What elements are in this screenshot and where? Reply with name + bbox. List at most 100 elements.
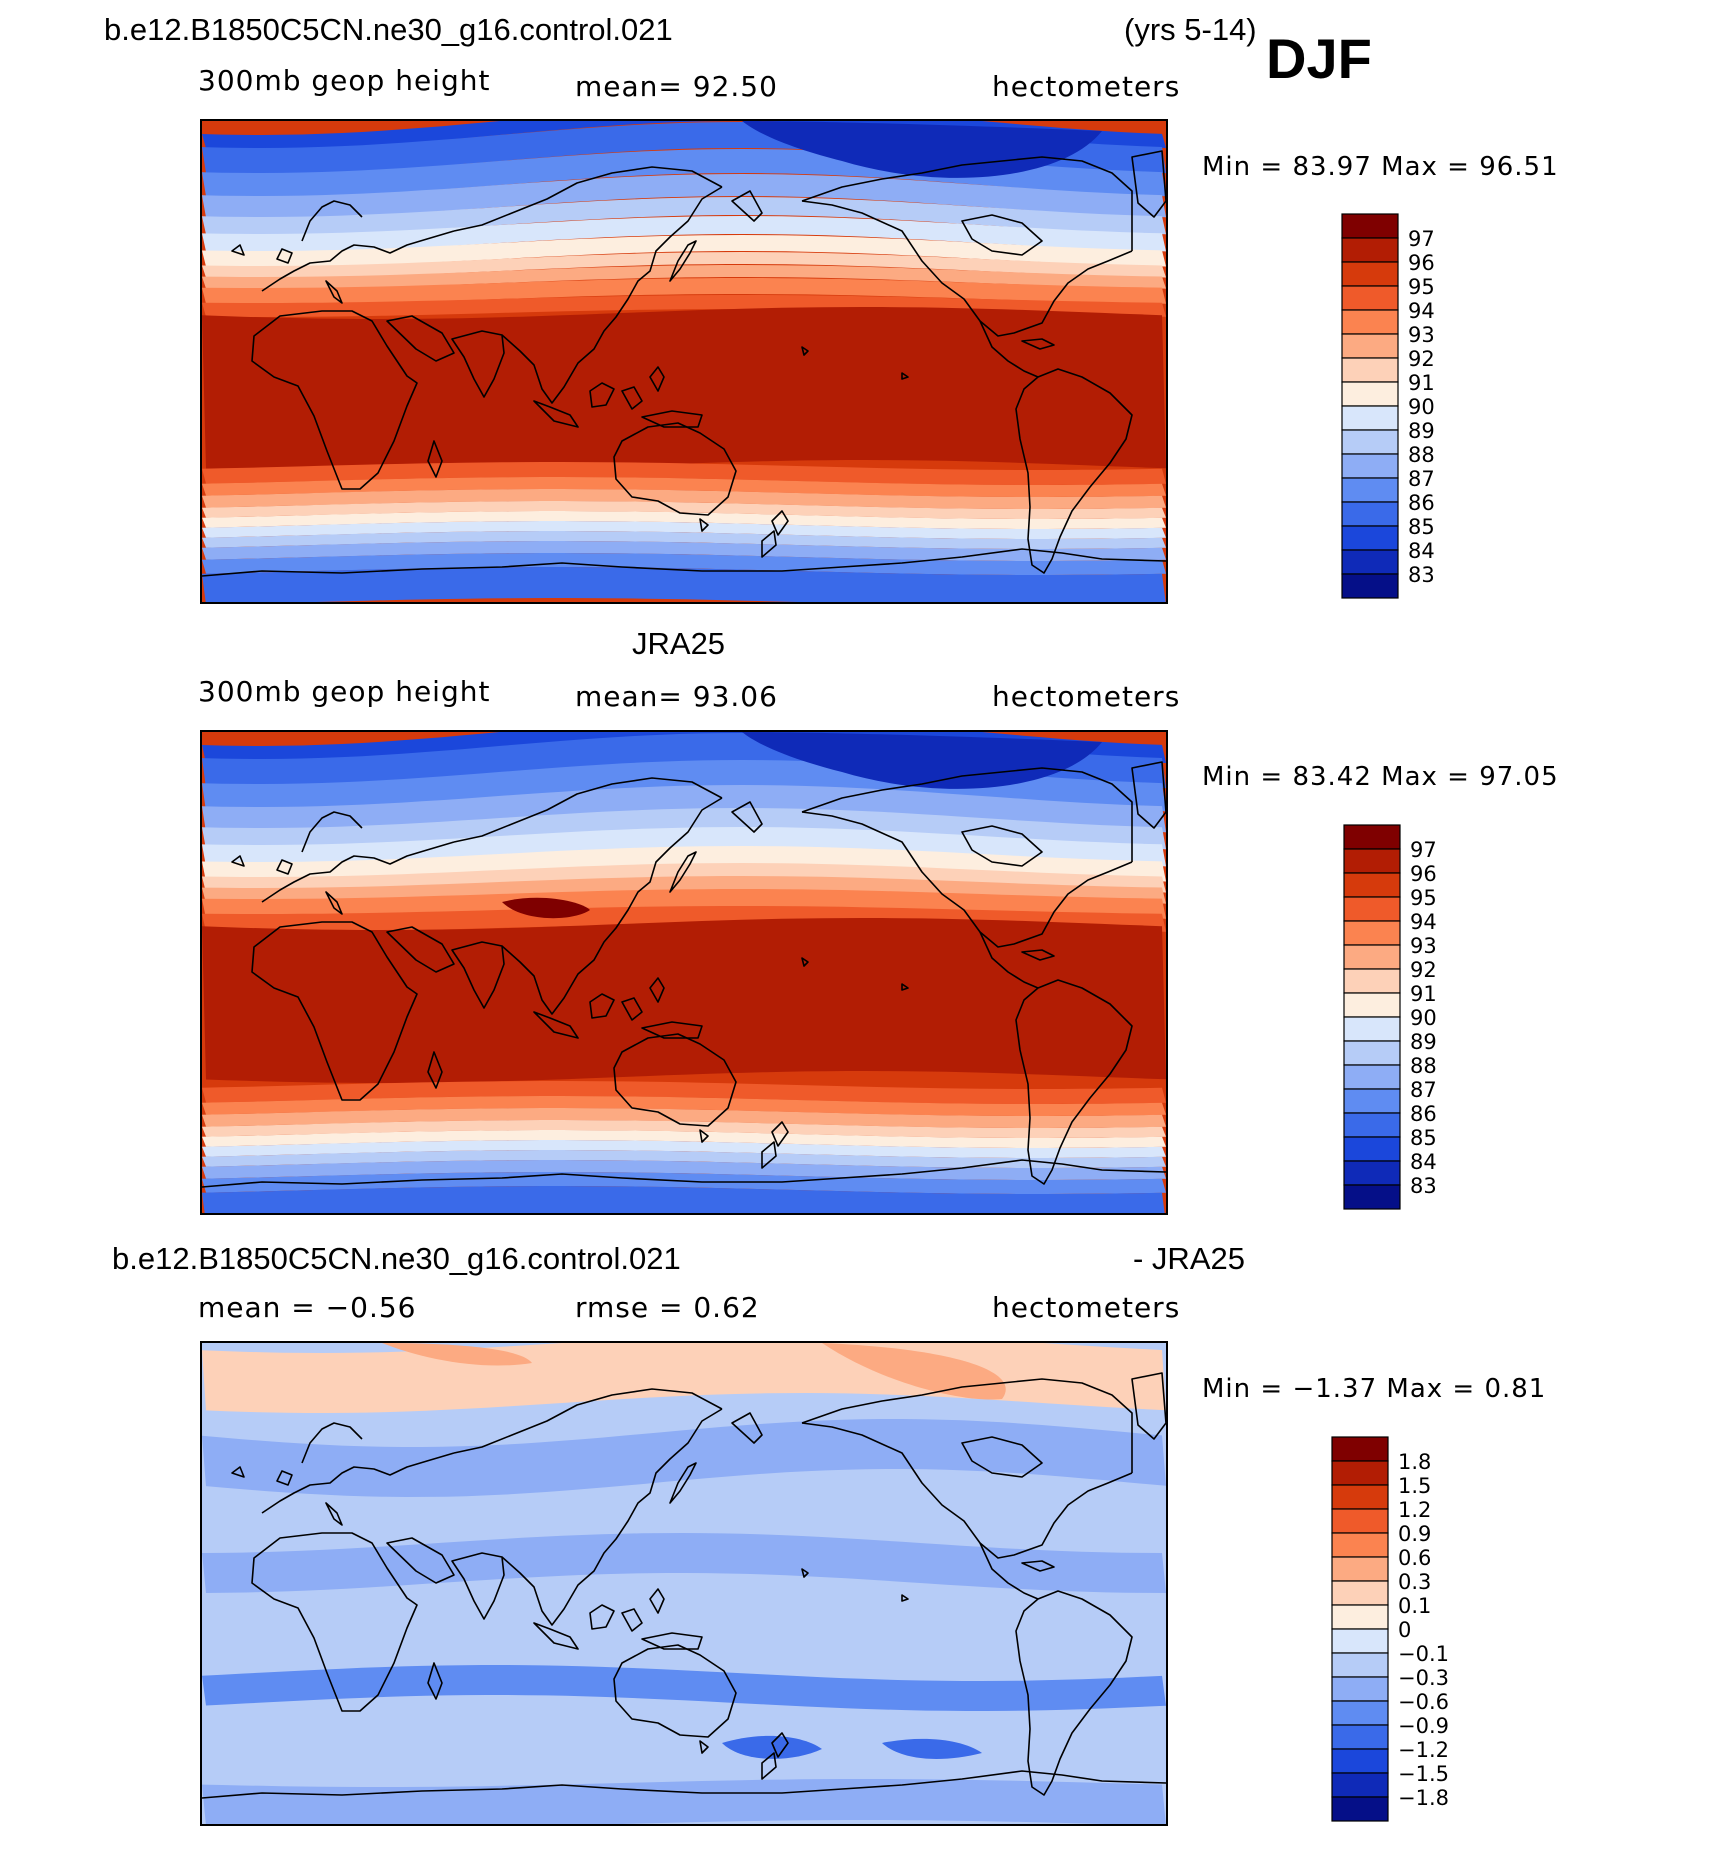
colorbar-tick-label: 83 [1408, 563, 1435, 587]
contour-band [202, 1160, 1166, 1180]
colorbar-swatch [1341, 573, 1399, 599]
colorbar-swatch [1343, 824, 1401, 850]
colorbar-swatch [1341, 477, 1399, 503]
colorbar-tick-label: −0.9 [1398, 1714, 1449, 1738]
colorbar-tick-label: −1.8 [1398, 1786, 1449, 1810]
colorbar-swatch [1343, 920, 1401, 946]
contour-band [202, 531, 1166, 549]
colorbar-tick-label: 88 [1410, 1054, 1437, 1078]
colorbar-swatch [1341, 309, 1399, 335]
colorbar-swatch [1331, 1652, 1389, 1678]
colorbar-swatch [1341, 381, 1399, 407]
contour-band [502, 897, 590, 919]
colorbar-swatch [1331, 1484, 1389, 1510]
colorbar-tick-label: 0.1 [1398, 1594, 1431, 1618]
colorbar-tick-label: 0.9 [1398, 1522, 1431, 1546]
contour-band [202, 511, 1166, 529]
years-label: (yrs 5-14) [1124, 12, 1257, 47]
contour-band [382, 1343, 532, 1366]
colorbar-tick-label: 91 [1410, 982, 1437, 1006]
colorbar-tick-label: 1.5 [1398, 1474, 1431, 1498]
colorbar-tick-label: 95 [1410, 886, 1437, 910]
panel2-minmax: Min = 83.42 Max = 97.05 [1202, 762, 1559, 792]
panel2-units-label: hectometers [992, 680, 1181, 713]
colorbar-swatch [1341, 429, 1399, 455]
figure-title: b.e12.B1850C5CN.ne30_g16.control.021 [104, 12, 673, 47]
panel3-mean-label: mean = −0.56 [198, 1291, 417, 1324]
colorbar-swatch [1331, 1796, 1389, 1822]
colorbar-swatch [1343, 1040, 1401, 1066]
panel3-title-suffix: - JRA25 [1133, 1241, 1245, 1276]
panel1-minmax: Min = 83.97 Max = 96.51 [1202, 152, 1559, 182]
contour-band [202, 1096, 1166, 1116]
panel2-mean-label: mean= 93.06 [575, 680, 778, 713]
colorbar-tick-label: 93 [1408, 323, 1435, 347]
colorbar-swatch [1341, 333, 1399, 359]
colorbar-swatch [1331, 1532, 1389, 1558]
contour-band [882, 1738, 982, 1759]
panel3-map [200, 1341, 1168, 1826]
contour-band [202, 462, 1166, 485]
colorbar-tick-label: −0.6 [1398, 1690, 1449, 1714]
colorbar-swatch [1331, 1772, 1389, 1798]
contour-band [202, 1150, 1166, 1168]
colorbar-tick-label: 0.3 [1398, 1570, 1431, 1594]
panel2-variable-label: 300mb geop height [198, 675, 491, 708]
colorbar-swatch [1343, 896, 1401, 922]
panel1-map [200, 119, 1168, 604]
colorbar-swatch [1343, 1016, 1401, 1042]
colorbar-tick-label: 88 [1408, 443, 1435, 467]
colorbar-tick-label: 97 [1408, 227, 1435, 251]
colorbar-swatch [1341, 237, 1399, 263]
colorbar-tick-label: 87 [1410, 1078, 1437, 1102]
colorbar-swatch [1341, 501, 1399, 527]
colorbar-tick-label: 87 [1408, 467, 1435, 491]
colorbar-swatch [1341, 213, 1399, 239]
colorbar-tick-label: 90 [1408, 395, 1435, 419]
contour-band [202, 918, 1166, 1083]
colorbar-swatch [1343, 872, 1401, 898]
colorbar-swatch [1343, 1184, 1401, 1210]
colorbar-swatch [1341, 357, 1399, 383]
colorbar-tick-label: 1.8 [1398, 1450, 1431, 1474]
colorbar-tick-label: 94 [1408, 299, 1435, 323]
colorbar-tick-label: 89 [1408, 419, 1435, 443]
colorbar-swatch [1343, 992, 1401, 1018]
panel1-units-label: hectometers [992, 70, 1181, 103]
colorbar-swatch [1343, 848, 1401, 874]
colorbar-swatch [1343, 968, 1401, 994]
contour-band [742, 732, 1102, 789]
colorbar-tick-label: 86 [1410, 1102, 1437, 1126]
colorbar-tick-label: 94 [1410, 910, 1437, 934]
colorbar-tick-label: 86 [1408, 491, 1435, 515]
colorbar-swatch [1331, 1508, 1389, 1534]
colorbar-tick-label: 1.2 [1398, 1498, 1431, 1522]
panel1-mean-label: mean= 92.50 [575, 70, 778, 103]
colorbar-tick-label: 91 [1408, 371, 1435, 395]
colorbar-swatch [1341, 453, 1399, 479]
contour-band [202, 174, 1166, 218]
contour-band [202, 307, 1166, 472]
panel2-title: JRA25 [632, 626, 726, 661]
contour-band [202, 1533, 1166, 1593]
colorbar-swatch [1343, 944, 1401, 970]
contour-band [202, 501, 1166, 519]
contour-band [202, 1665, 1166, 1711]
colorbar-swatch [1331, 1676, 1389, 1702]
contour-band [202, 1140, 1166, 1158]
colorbar-swatch [1341, 285, 1399, 311]
contour-band [202, 1120, 1166, 1138]
contour-band [202, 216, 1166, 252]
colorbar-swatch [1343, 1064, 1401, 1090]
colorbar-tick-label: 93 [1410, 934, 1437, 958]
colorbar-tick-label: −0.3 [1398, 1666, 1449, 1690]
panel3-units-label: hectometers [992, 1291, 1181, 1324]
colorbar-tick-label: 89 [1410, 1030, 1437, 1054]
colorbar-swatch [1343, 1112, 1401, 1138]
colorbar-tick-label: −1.5 [1398, 1762, 1449, 1786]
panel1-colorbar: 97 96 95 94 93 92 91 90 89 88 87 86 85 84 83 [1340, 212, 1520, 612]
contour-band [202, 1172, 1166, 1194]
contour-band [202, 567, 1166, 602]
colorbar-tick-label: 0 [1398, 1618, 1411, 1642]
colorbar-tick-label: 92 [1410, 958, 1437, 982]
